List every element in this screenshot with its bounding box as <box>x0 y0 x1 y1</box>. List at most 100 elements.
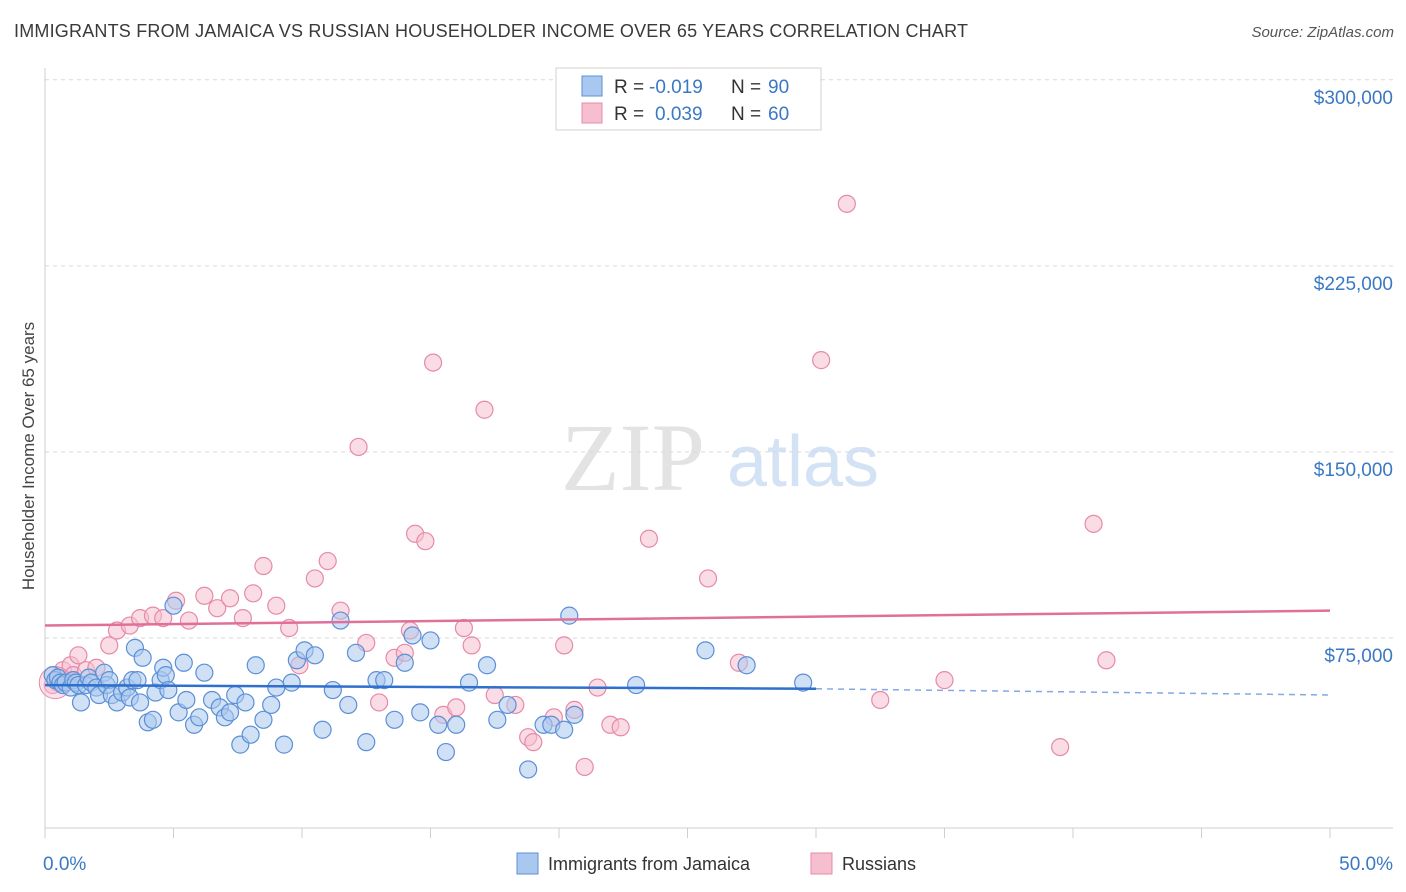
point-jamaica-28 <box>133 648 152 667</box>
point-jamaica-79 <box>498 695 517 715</box>
point-jamaica-41 <box>190 708 209 727</box>
point-russians-39 <box>447 698 466 717</box>
point-russians-26 <box>305 569 324 588</box>
point-jamaica-10 <box>71 693 91 712</box>
point-jamaica-38 <box>174 653 193 672</box>
point-russians-21 <box>244 584 263 603</box>
point-jamaica-50 <box>241 725 260 744</box>
point-jamaica-52 <box>254 710 273 729</box>
legend-r-label-russians: R = <box>614 104 644 125</box>
point-russians-58 <box>837 194 856 213</box>
point-jamaica-59 <box>305 646 324 665</box>
x-axis-labels: 0.0% 50.0% <box>43 854 1393 875</box>
point-jamaica-71 <box>411 703 430 722</box>
series-legend-swatch-russians <box>810 852 833 875</box>
legend-n-value-jamaica: 90 <box>768 77 789 98</box>
point-russians-57 <box>812 351 831 370</box>
point-russians-41 <box>462 636 481 655</box>
point-jamaica-83 <box>555 720 574 739</box>
point-jamaica-60 <box>313 720 332 739</box>
trend-line-russians <box>44 609 1331 627</box>
point-jamaica-77 <box>477 656 497 675</box>
point-jamaica-46 <box>220 703 240 722</box>
point-russians-9 <box>100 636 119 655</box>
point-jamaica-49 <box>236 693 255 712</box>
point-jamaica-68 <box>385 710 404 729</box>
watermark: ZIP atlas <box>561 404 879 511</box>
point-jamaica-42 <box>195 663 214 682</box>
point-jamaica-76 <box>459 673 479 692</box>
point-russians-63 <box>1097 651 1116 670</box>
point-russians-6 <box>69 646 88 665</box>
point-russians-62 <box>1084 514 1103 533</box>
series-legend-label-jamaica: Immigrants from Jamaica <box>548 854 751 874</box>
point-russians-22 <box>254 556 273 576</box>
point-russians-17 <box>195 586 214 605</box>
axes <box>44 68 1393 838</box>
point-jamaica-39 <box>177 690 196 710</box>
series-legend: Immigrants from Jamaica Russians <box>516 852 916 875</box>
legend-n-value-russians: 60 <box>768 104 789 125</box>
point-jamaica-89 <box>794 673 813 692</box>
point-russians-53 <box>611 718 630 737</box>
legend-swatch-jamaica <box>581 75 603 97</box>
point-jamaica-67 <box>375 671 394 690</box>
x-tick-label-1: 50.0% <box>1339 854 1393 875</box>
point-jamaica-34 <box>156 666 175 685</box>
point-jamaica-27 <box>130 693 150 712</box>
point-jamaica-53 <box>262 695 281 715</box>
point-russians-37 <box>423 353 443 372</box>
point-jamaica-69 <box>395 653 414 672</box>
trend-line-jamaica-extension <box>815 688 1331 696</box>
legend-n-label-russians: N = <box>731 104 761 125</box>
legend-r-label-jamaica: R = <box>614 77 644 98</box>
point-russians-50 <box>575 757 594 777</box>
legend-n-label-jamaica: N = <box>731 77 761 98</box>
chart-title: IMMIGRANTS FROM JAMAICA VS RUSSIAN HOUSE… <box>14 21 969 41</box>
y-tick-label-0: $75,000 <box>1324 646 1393 667</box>
point-jamaica-73 <box>429 715 448 734</box>
y-tick-label-3: $300,000 <box>1314 88 1393 109</box>
series-legend-swatch-jamaica <box>516 852 539 875</box>
point-russians-19 <box>220 589 240 608</box>
watermark-atlas: atlas <box>727 422 879 502</box>
point-russians-42 <box>475 400 494 419</box>
point-russians-54 <box>639 529 659 548</box>
point-jamaica-63 <box>339 695 358 715</box>
point-jamaica-35 <box>159 680 178 700</box>
point-jamaica-51 <box>246 656 265 675</box>
point-russians-40 <box>454 618 474 638</box>
point-jamaica-61 <box>323 680 342 700</box>
point-jamaica-74 <box>436 742 456 762</box>
x-tick-label-0: 0.0% <box>43 854 86 875</box>
series-legend-label-russians: Russians <box>842 854 916 874</box>
point-russians-55 <box>698 569 718 588</box>
point-jamaica-85 <box>565 705 584 724</box>
point-russians-14 <box>154 609 173 628</box>
y-axis-title: Householder Income Over 65 years <box>19 322 38 590</box>
point-jamaica-62 <box>331 611 350 630</box>
grid-lines <box>45 79 1393 639</box>
point-jamaica-70 <box>403 626 422 645</box>
point-russians-27 <box>318 551 337 571</box>
point-russians-23 <box>267 596 286 615</box>
y-axis-labels: $75,000 $150,000 $225,000 $300,000 <box>1314 88 1393 667</box>
point-jamaica-78 <box>488 710 507 729</box>
point-jamaica-55 <box>274 735 294 754</box>
watermark-zip: ZIP <box>561 404 705 511</box>
point-jamaica-88 <box>737 656 756 675</box>
point-jamaica-72 <box>421 631 440 650</box>
point-russians-18 <box>208 599 227 618</box>
point-jamaica-36 <box>164 596 183 615</box>
point-jamaica-87 <box>696 641 715 660</box>
y-tick-label-1: $150,000 <box>1314 460 1393 481</box>
trend-line-jamaica <box>44 683 817 691</box>
source-label: Source: ZipAtlas.com <box>1251 24 1394 41</box>
stats-legend: R = -0.019 N = 90 R = 0.039 N = 60 <box>555 67 822 131</box>
point-russians-36 <box>416 532 435 551</box>
point-russians-48 <box>555 636 574 655</box>
point-jamaica-65 <box>357 733 376 752</box>
point-jamaica-54 <box>267 678 286 697</box>
point-jamaica-84 <box>560 606 579 625</box>
